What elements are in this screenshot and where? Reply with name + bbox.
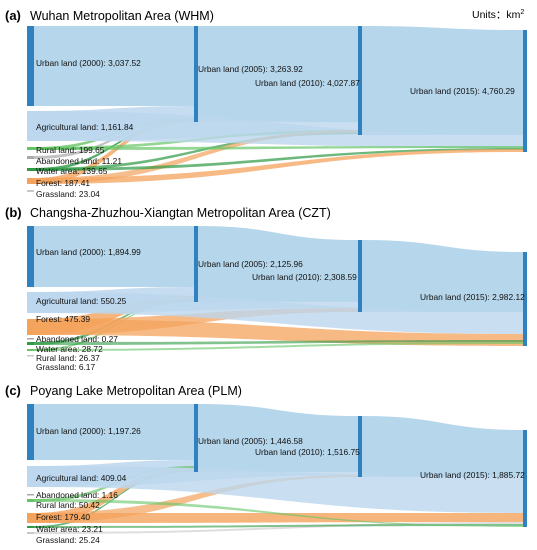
flow-urban_flow-0 [34, 404, 194, 460]
node-label-agricultural: Agricultural land: 409.04 [36, 473, 127, 483]
node-bar-water [27, 168, 34, 171]
node-bar-rural [27, 499, 34, 502]
node-bar-agricultural [27, 466, 34, 487]
node-label-urban-stage-1: Urban land (2005): 1,446.58 [198, 436, 303, 446]
node-bar-forest [27, 319, 34, 335]
node-label-urban-stage-3: Urban land (2015): 1,885.72 [420, 470, 525, 480]
flow-water-9 [34, 132, 358, 171]
node-label-rural: Rural land: 50.42 [36, 500, 100, 510]
flow-water-11 [34, 340, 523, 345]
node-label-abandoned: Abandoned land: 1.16 [36, 490, 118, 500]
node-bar-water [27, 342, 34, 345]
node-label-urban: Urban land (2000): 1,197.26 [36, 426, 141, 436]
node-label-grassland: Grassland: 23.04 [36, 189, 100, 199]
flow-forest-5 [34, 119, 194, 184]
node-bar-urban-stage-3 [523, 30, 527, 152]
flow-rural-13 [34, 146, 523, 150]
node-label-water: Water area: 23.21 [36, 524, 103, 534]
node-bar-urban [27, 26, 34, 106]
node-label-urban-stage-2: Urban land (2010): 4,027.87 [255, 78, 360, 88]
node-label-grassland: Grassland: 6.17 [36, 362, 95, 372]
panel-title: Changsha-Zhuzhou-Xiangtan Metropolitan A… [30, 206, 331, 220]
node-bar-agricultural [27, 111, 34, 141]
node-label-agricultural: Agricultural land: 1,161.84 [36, 122, 134, 132]
flow-urban_flow-8 [362, 240, 523, 312]
node-bar-abandoned [27, 338, 34, 340]
flow-urban_flow-11 [362, 26, 523, 135]
node-label-urban-stage-1: Urban land (2005): 3,263.92 [198, 64, 303, 74]
node-bar-forest [27, 178, 34, 184]
node-label-urban-stage-2: Urban land (2010): 2,308.59 [252, 272, 357, 282]
node-label-forest: Forest: 179.40 [36, 512, 90, 522]
flow-urban_flow-6 [198, 26, 358, 122]
node-label-agricultural: Agricultural land: 550.25 [36, 296, 127, 306]
node-bar-urban-stage-1 [194, 26, 198, 122]
node-bar-abandoned [27, 494, 34, 496]
node-bar-urban [27, 226, 34, 287]
flow-forest-7 [34, 475, 358, 523]
node-label-water: Water area: 139.65 [36, 166, 108, 176]
node-bar-urban-stage-3 [523, 252, 527, 346]
flow-urban_flow-8 [362, 416, 523, 477]
flow-urban_flow-0 [34, 226, 194, 287]
node-bar-urban-stage-1 [194, 404, 198, 472]
flow-agricultural-9 [34, 292, 523, 334]
node-bar-grassland [27, 355, 34, 357]
node-bar-urban-stage-2 [358, 240, 362, 312]
flow-agricultural-12 [34, 111, 523, 148]
flow-rural-12 [34, 342, 523, 351]
flow-forest-10 [34, 319, 523, 346]
panel-title: Wuhan Metropolitan Area (WHM) [30, 9, 214, 23]
node-bar-urban [27, 404, 34, 460]
flow-forest-3 [34, 468, 194, 523]
flow-forest-10 [34, 130, 358, 184]
flow-grassland-11 [34, 522, 523, 534]
panel-title: Poyang Lake Metropolitan Area (PLM) [30, 384, 242, 398]
node-bar-urban-stage-3 [523, 430, 527, 527]
node-label-urban-stage-3: Urban land (2015): 2,982.12 [420, 292, 525, 302]
flow-forest-10 [34, 513, 523, 523]
node-label-urban-stage-2: Urban land (2010): 1,516.75 [255, 447, 360, 457]
panel-wuhan: Urban land (2000): 3,037.52 Agricultural … [5, 8, 527, 199]
node-label-rural: Rural land: 199.65 [36, 145, 105, 155]
node-label-abandoned: Abandoned land: 11.21 [36, 156, 122, 166]
node-bar-urban-stage-2 [358, 416, 362, 477]
flow-water-4 [34, 470, 194, 528]
node-bar-urban-stage-1 [194, 226, 198, 302]
node-bar-grassland [27, 532, 34, 534]
node-label-forest: Forest: 187.41 [36, 178, 90, 188]
panel-letter: (b) [5, 205, 22, 220]
flow-urban_flow-5 [198, 226, 358, 302]
node-label-rural: Rural land: 26.37 [36, 353, 100, 363]
flow-water-12 [34, 524, 523, 528]
flow-forest-15 [34, 149, 523, 184]
node-label-forest: Forest: 475.39 [36, 314, 90, 324]
node-bar-water [27, 526, 34, 528]
flow-rural-13 [34, 499, 523, 527]
node-label-urban: Urban land (2000): 3,037.52 [36, 58, 141, 68]
node-bar-grassland [27, 190, 34, 192]
flow-urban_flow-0 [34, 26, 194, 106]
panel-poyang: Urban land (2000): 1,197.26 Agricultural … [5, 383, 527, 545]
node-bar-abandoned [27, 156, 34, 159]
panel-letter: (c) [5, 383, 21, 398]
node-label-urban-stage-3: Urban land (2015): 4,760.29 [410, 86, 515, 96]
panel-letter: (a) [5, 8, 21, 23]
node-bar-rural [27, 349, 34, 351]
node-bar-forest [27, 513, 34, 523]
node-label-urban-stage-1: Urban land (2005): 2,125.96 [198, 259, 303, 269]
node-label-grassland: Grassland: 25.24 [36, 535, 100, 545]
node-bar-rural [27, 147, 34, 150]
flow-urban_flow-5 [198, 404, 358, 472]
units-label: Units：km2 [472, 9, 524, 21]
flow-water-14 [34, 148, 523, 171]
node-bar-urban-stage-2 [358, 26, 362, 135]
flow-agricultural-9 [34, 466, 523, 513]
node-label-abandoned: Abandoned land: 0.27 [36, 334, 118, 344]
node-label-water: Water area: 28.72 [36, 344, 103, 354]
node-label-urban: Urban land (2000): 1,894.99 [36, 247, 141, 257]
node-bar-agricultural [27, 292, 34, 313]
panel-czt: Urban land (2000): 1,894.99 Agricultural … [5, 205, 527, 372]
